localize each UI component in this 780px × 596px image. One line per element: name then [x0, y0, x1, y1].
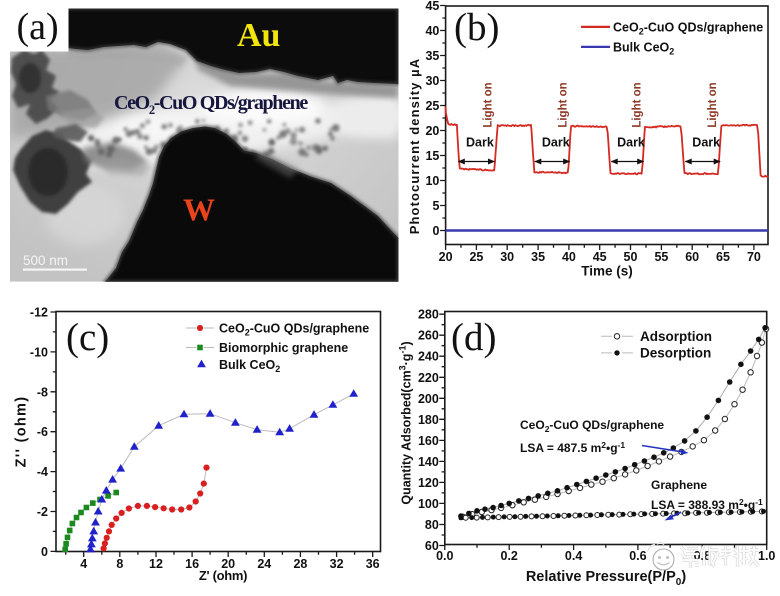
- svg-text:20: 20: [221, 557, 235, 571]
- svg-text:Bulk CeO2: Bulk CeO2: [219, 358, 280, 374]
- svg-text:CeO2-CuO QDs/graphene: CeO2-CuO QDs/graphene: [114, 92, 308, 117]
- svg-text:CeO2-CuO QDs/graphene: CeO2-CuO QDs/graphene: [613, 21, 763, 37]
- svg-text:8: 8: [116, 557, 123, 571]
- svg-text:0: 0: [41, 545, 48, 559]
- svg-text:80: 80: [425, 518, 439, 532]
- svg-text:Photocurrent density µA: Photocurrent density µA: [407, 58, 422, 235]
- svg-text:16: 16: [185, 557, 199, 571]
- svg-text:-6: -6: [37, 425, 48, 439]
- svg-text:45: 45: [425, 0, 439, 13]
- svg-text:0.4: 0.4: [565, 549, 582, 563]
- svg-text:260: 260: [418, 329, 439, 343]
- svg-text:0.0: 0.0: [436, 549, 453, 563]
- svg-text:(b): (b): [454, 6, 499, 49]
- svg-text:Biomorphic graphene: Biomorphic graphene: [219, 341, 348, 355]
- svg-text:-4: -4: [37, 465, 48, 479]
- svg-text:Light on: Light on: [558, 82, 570, 127]
- svg-text:CeO2-CuO QDs/graphene: CeO2-CuO QDs/graphene: [219, 322, 369, 338]
- svg-text:LSA = 388.93 m2•g-1: LSA = 388.93 m2•g-1: [651, 497, 763, 512]
- svg-text:-12: -12: [30, 306, 48, 320]
- svg-text:25: 25: [425, 99, 439, 113]
- svg-text:Bulk CeO2: Bulk CeO2: [613, 41, 674, 57]
- svg-text:(c): (c): [66, 316, 109, 359]
- svg-text:30: 30: [425, 74, 439, 88]
- svg-text:45: 45: [593, 250, 607, 264]
- svg-text:10: 10: [425, 174, 439, 188]
- svg-text:60: 60: [425, 539, 439, 553]
- svg-text:12: 12: [149, 557, 163, 571]
- svg-text:Graphene: Graphene: [651, 478, 707, 492]
- svg-text:-8: -8: [37, 385, 48, 399]
- svg-text:1.0: 1.0: [758, 549, 775, 563]
- svg-text:220: 220: [418, 371, 439, 385]
- svg-text:Light on: Light on: [632, 82, 644, 127]
- svg-text:5: 5: [432, 199, 439, 213]
- svg-text:15: 15: [425, 149, 439, 163]
- svg-text:55: 55: [654, 250, 668, 264]
- svg-text:Dark: Dark: [617, 135, 645, 149]
- svg-text:50: 50: [624, 250, 638, 264]
- svg-text:CeO2-CuO QDs/graphene: CeO2-CuO QDs/graphene: [520, 418, 664, 434]
- svg-text:100: 100: [418, 497, 439, 511]
- svg-text:24: 24: [257, 557, 271, 571]
- svg-text:0.2: 0.2: [501, 549, 518, 563]
- svg-text:35: 35: [425, 49, 439, 63]
- svg-text:280: 280: [418, 308, 439, 322]
- svg-text:240: 240: [418, 350, 439, 364]
- svg-text:Au: Au: [237, 17, 280, 54]
- svg-text:(a): (a): [17, 6, 59, 48]
- svg-text:180: 180: [418, 413, 439, 427]
- svg-text:70: 70: [747, 250, 761, 264]
- svg-text:Light on: Light on: [707, 82, 719, 127]
- svg-text:20: 20: [439, 250, 453, 264]
- svg-text:36: 36: [366, 557, 380, 571]
- svg-text:Dark: Dark: [542, 135, 570, 149]
- svg-text:Relative Pressure(P/P0): Relative Pressure(P/P0): [526, 569, 686, 588]
- svg-text:W: W: [183, 192, 215, 228]
- svg-text:160: 160: [418, 434, 439, 448]
- svg-text:140: 140: [418, 455, 439, 469]
- svg-text:Adsorption: Adsorption: [640, 329, 712, 344]
- svg-text:Time (s): Time (s): [581, 264, 633, 279]
- svg-text:40: 40: [425, 24, 439, 38]
- svg-text:35: 35: [531, 250, 545, 264]
- svg-text:200: 200: [418, 392, 439, 406]
- svg-text:Z' (ohm): Z' (ohm): [199, 568, 247, 583]
- svg-text:Light on: Light on: [483, 82, 495, 127]
- svg-text:-10: -10: [30, 345, 48, 359]
- svg-text:65: 65: [716, 250, 730, 264]
- svg-text:28: 28: [293, 557, 307, 571]
- svg-text:40: 40: [562, 250, 576, 264]
- svg-text:Quantity Adsorbed(cm3·g-1): Quantity Adsorbed(cm3·g-1): [398, 341, 414, 504]
- svg-text:32: 32: [330, 557, 344, 571]
- svg-text:20: 20: [425, 124, 439, 138]
- svg-text:500 nm: 500 nm: [23, 253, 68, 268]
- svg-text:Dark: Dark: [466, 135, 494, 149]
- svg-text:120: 120: [418, 476, 439, 490]
- svg-text:(d): (d): [451, 316, 496, 359]
- svg-text:LSA = 487.5 m2•g-1: LSA = 487.5 m2•g-1: [520, 440, 625, 455]
- svg-text:Z'' (ohm): Z'' (ohm): [14, 396, 30, 468]
- svg-text:4: 4: [80, 557, 87, 571]
- svg-text:60: 60: [685, 250, 699, 264]
- svg-text:30: 30: [500, 250, 514, 264]
- svg-text:-2: -2: [37, 505, 48, 519]
- svg-text:0.6: 0.6: [629, 549, 646, 563]
- svg-text:0: 0: [432, 224, 439, 238]
- svg-text:Desorption: Desorption: [640, 346, 711, 361]
- svg-text:Dark: Dark: [692, 135, 720, 149]
- svg-text:25: 25: [469, 250, 483, 264]
